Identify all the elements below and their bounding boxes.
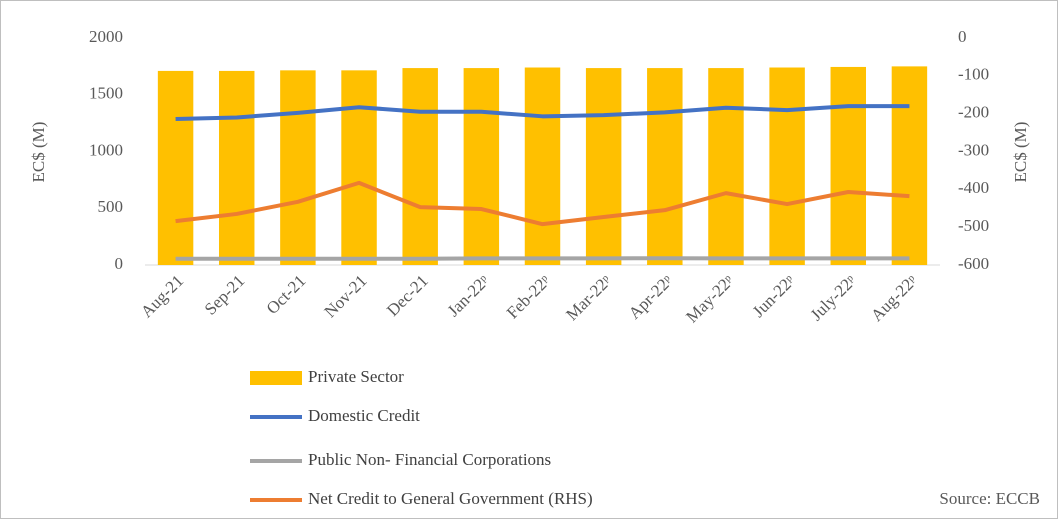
- x-tick-label: Aug-21: [137, 271, 187, 321]
- bar: [341, 70, 377, 265]
- bar: [585, 68, 622, 265]
- x-tick-label: Aug-22ᵖ: [867, 271, 921, 325]
- legend-label: Domestic Credit: [308, 406, 420, 425]
- y2-axis-label: EC$ (M): [1011, 122, 1030, 183]
- y-tick-label: 2000: [89, 27, 123, 46]
- y2-tick-label: -600: [958, 254, 989, 273]
- y2-tick-label: -100: [958, 65, 989, 84]
- x-tick-label: Sep-21: [201, 271, 248, 318]
- y-axis-label: EC$ (M): [29, 122, 48, 183]
- bar: [402, 68, 438, 265]
- bar: [891, 66, 928, 265]
- y2-tick-label: -400: [958, 178, 989, 197]
- line: [175, 256, 910, 261]
- bar: [218, 70, 255, 265]
- legend-label: Private Sector: [308, 367, 404, 386]
- bar: [708, 68, 744, 265]
- y-tick-label: 1500: [89, 84, 123, 103]
- y2-tick-label: 0: [958, 27, 967, 46]
- x-tick-label: Apr-22ᵖ: [625, 271, 677, 323]
- x-tick-label: Jan-22ᵖ: [444, 271, 493, 320]
- y-tick-label: 500: [98, 197, 124, 216]
- bar: [524, 67, 561, 265]
- legend-label: Net Credit to General Government (RHS): [308, 489, 593, 508]
- y-tick-label: 1000: [89, 140, 123, 159]
- bar: [463, 68, 500, 265]
- y2-tick-label: -200: [958, 103, 989, 122]
- line: [175, 180, 910, 227]
- y2-tick-label: -500: [958, 216, 989, 235]
- bar: [769, 67, 805, 265]
- bar: [830, 66, 867, 265]
- y-tick-label: 0: [115, 254, 124, 273]
- source: Source: ECCB: [939, 489, 1040, 508]
- x-tick-label: July-22ᵖ: [807, 271, 860, 324]
- x-tick-label: May-22ᵖ: [682, 271, 737, 326]
- x-tick-label: Oct-21: [263, 271, 310, 318]
- x-tick-label: Dec-21: [383, 271, 432, 320]
- x-tick-label: Nov-21: [320, 271, 370, 321]
- x-tick-label: Jun-22ᵖ: [749, 271, 799, 321]
- x-tick-label: Feb-22ᵖ: [503, 271, 554, 322]
- bar: [280, 70, 316, 265]
- legend: Private Sector Domestic Credit Public Non-…: [250, 367, 593, 508]
- legend-label: Public Non- Financial Corporations: [308, 450, 551, 469]
- x-tick-label: Mar-22ᵖ: [562, 271, 615, 324]
- line: [175, 104, 910, 122]
- bar: [157, 70, 194, 265]
- legend-swatch: [250, 371, 302, 385]
- bar: [647, 68, 683, 265]
- y2-tick-label: -300: [958, 140, 989, 159]
